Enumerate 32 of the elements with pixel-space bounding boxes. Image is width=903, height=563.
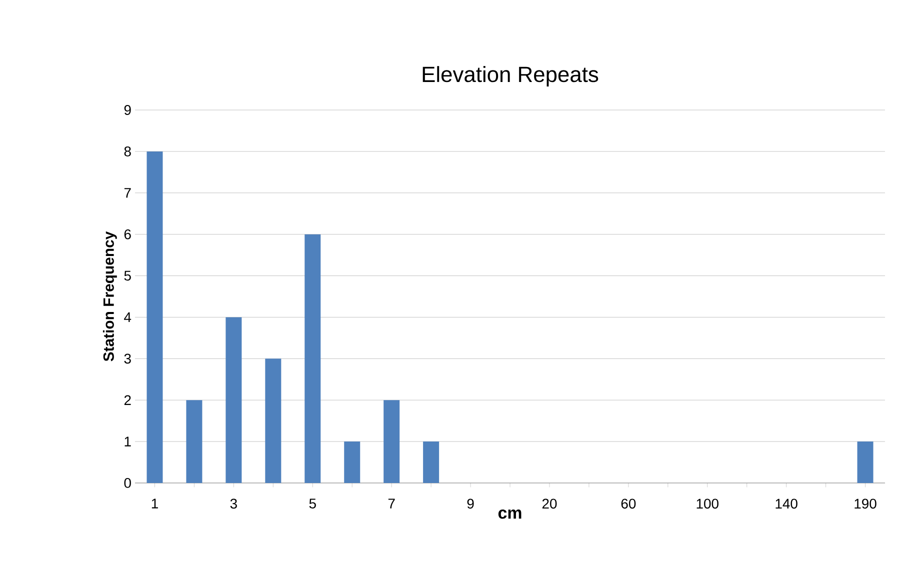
bar xyxy=(857,442,874,483)
bar xyxy=(146,151,163,483)
bar xyxy=(423,442,440,483)
x-axis-title: cm xyxy=(498,509,522,519)
bar xyxy=(384,400,400,483)
y-tick-label: 2 xyxy=(124,395,131,405)
y-tick-label: 6 xyxy=(124,229,131,240)
y-axis-title: Station Frequency xyxy=(102,231,117,362)
y-tick-label: 1 xyxy=(124,436,131,446)
bar xyxy=(265,358,282,483)
bar xyxy=(344,442,360,483)
y-tick-label: 3 xyxy=(124,354,131,364)
y-tick-label: 4 xyxy=(124,312,132,322)
bar xyxy=(186,400,202,483)
x-tick-label: 140 xyxy=(776,498,798,509)
x-tick-label: 3 xyxy=(230,498,237,509)
y-tick-label: 5 xyxy=(124,270,131,281)
x-tick-label: 7 xyxy=(388,498,395,508)
x-tick-label: 5 xyxy=(309,498,316,508)
y-tick-label: 7 xyxy=(124,188,131,198)
y-tick-label: 9 xyxy=(124,105,131,115)
x-tick-label: 9 xyxy=(467,498,474,509)
x-tick-label: 190 xyxy=(854,498,876,509)
bar xyxy=(304,234,321,483)
x-tick-label: 100 xyxy=(696,498,718,509)
x-tick-label: 60 xyxy=(621,498,636,509)
x-tick-label: 20 xyxy=(542,498,557,509)
x-tick-label: 1 xyxy=(152,498,158,508)
y-tick-label: 0 xyxy=(124,478,131,488)
bar xyxy=(226,317,242,483)
y-tick-label: 8 xyxy=(124,146,131,156)
chart-title: Elevation Repeats xyxy=(422,66,598,86)
